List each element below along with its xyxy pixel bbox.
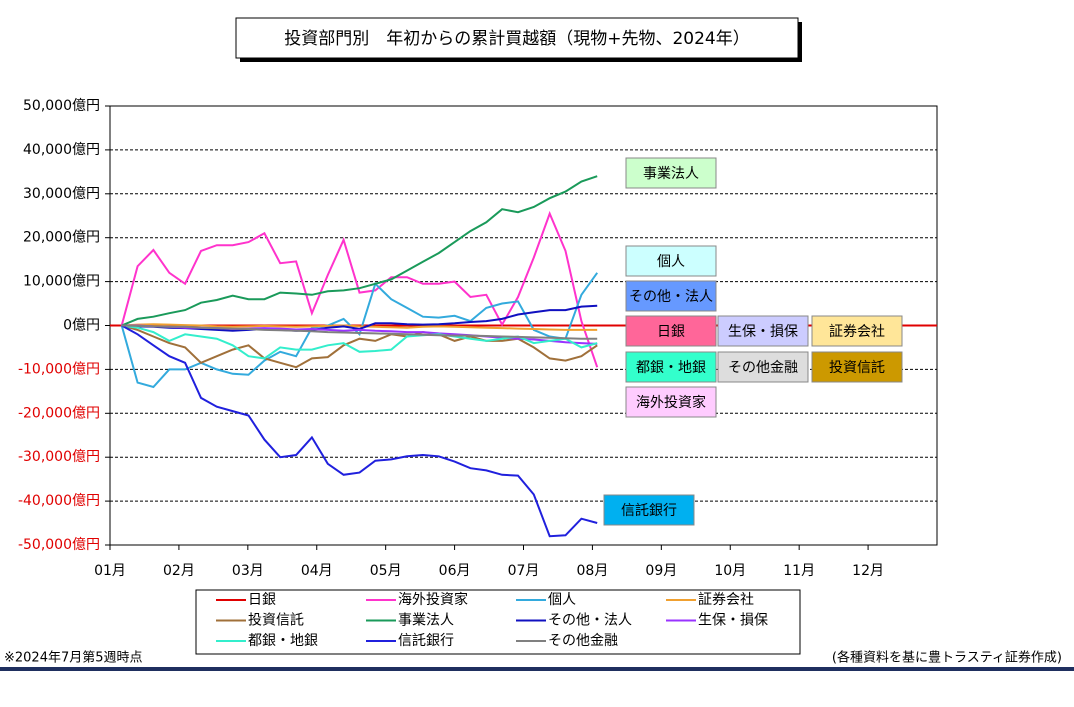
y-tick-label: -50,000億円 — [18, 537, 100, 553]
series-label: 海外投資家 — [636, 394, 706, 411]
series-label-box — [717, 351, 809, 383]
legend-label: 海外投資家 — [398, 591, 468, 608]
series-label: 投資信託 — [829, 360, 885, 376]
x-tick-label: 09月 — [645, 563, 677, 579]
x-tick-label: 08月 — [577, 563, 609, 579]
legend-label: 信託銀行 — [398, 633, 454, 649]
series-label-box — [603, 494, 695, 526]
legend-label: その他・法人 — [548, 613, 632, 629]
series-line — [120, 210, 599, 368]
y-tick-label: -10,000億円 — [18, 361, 100, 377]
series-label-box — [625, 245, 717, 277]
legend-label: 事業法人 — [398, 613, 454, 629]
y-tick-label: -40,000億円 — [18, 493, 100, 509]
y-tick-label: 40,000億円 — [23, 142, 100, 158]
x-tick-label: 10月 — [714, 563, 746, 579]
x-tick-label: 02月 — [163, 563, 195, 579]
legend-label: 個人 — [548, 592, 576, 608]
y-tick-label: -20,000億円 — [18, 405, 100, 421]
y-tick-label: 20,000億円 — [23, 230, 100, 246]
x-tick-label: 03月 — [232, 563, 264, 579]
series-label: その他金融 — [728, 360, 798, 376]
series-label-box — [717, 315, 809, 347]
series-label: 個人 — [657, 254, 685, 270]
series-label-box — [811, 315, 903, 347]
legend-label: 日銀 — [248, 592, 276, 608]
source-note: (各種資料を基に豊トラスティ証券作成) — [832, 650, 1062, 666]
series-line — [121, 324, 598, 538]
legend-label: 証券会社 — [698, 592, 754, 608]
footnote: ※2024年7月第5週時点 — [4, 651, 143, 666]
series-label: 事業法人 — [643, 166, 699, 182]
y-tick-label: 30,000億円 — [23, 186, 100, 202]
legend-label: その他金融 — [548, 633, 618, 649]
series-label: 日銀 — [657, 324, 685, 340]
series-line — [121, 175, 598, 327]
footer-rule — [0, 667, 1074, 671]
legend-label: 生保・損保 — [698, 613, 768, 629]
legend-box — [195, 589, 801, 655]
x-tick-label: 01月 — [94, 563, 126, 579]
series-line — [121, 323, 598, 331]
x-tick-label: 05月 — [370, 563, 402, 579]
series-line — [121, 324, 598, 340]
series-label: 証券会社 — [829, 324, 885, 340]
title-box — [235, 17, 799, 59]
x-tick-label: 11月 — [783, 563, 815, 579]
chart-title: 投資部門別 年初からの累計買越額（現物+先物、2024年） — [284, 29, 750, 49]
series-label: 生保・損保 — [728, 324, 798, 340]
series-label-box — [625, 315, 717, 347]
series-label-box — [625, 386, 717, 418]
series-label: その他・法人 — [629, 289, 713, 305]
series-label-box — [625, 280, 717, 312]
x-tick-label: 12月 — [852, 563, 884, 579]
x-tick-label: 06月 — [439, 563, 471, 579]
series-label-box — [625, 157, 717, 189]
series-label: 信託銀行 — [621, 503, 677, 519]
series-label-box — [625, 351, 717, 383]
x-tick-label: 07月 — [508, 563, 540, 579]
series-label-box — [811, 351, 903, 383]
y-tick-label: 0億円 — [63, 318, 100, 334]
legend-label: 都銀・地銀 — [248, 633, 318, 649]
y-tick-label: 10,000億円 — [23, 274, 100, 290]
y-tick-label: 50,000億円 — [23, 98, 100, 114]
x-tick-label: 04月 — [301, 563, 333, 579]
legend-label: 投資信託 — [248, 613, 304, 629]
series-label: 都銀・地銀 — [636, 360, 706, 376]
y-tick-label: -30,000億円 — [18, 449, 100, 465]
